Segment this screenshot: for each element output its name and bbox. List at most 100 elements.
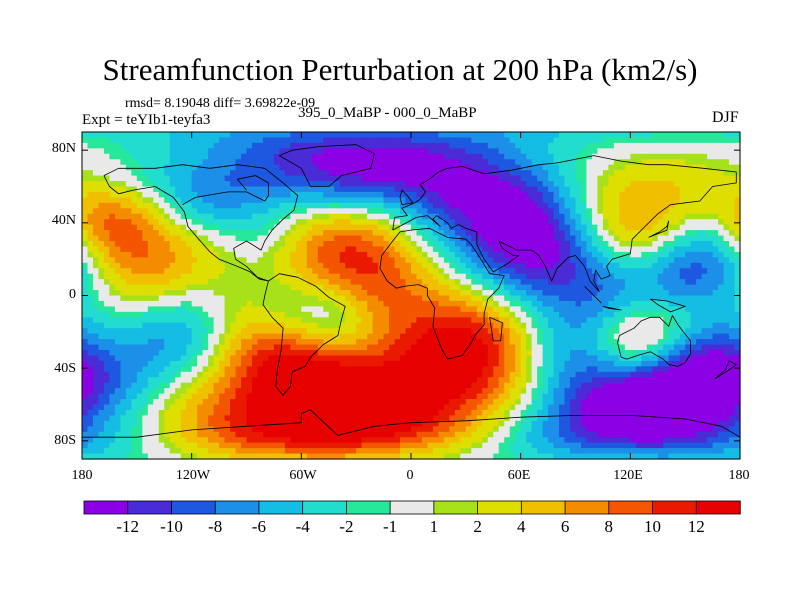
field-cell (251, 224, 259, 231)
field-cell (400, 197, 407, 204)
field-cell (454, 219, 461, 226)
field-cell (345, 153, 352, 160)
field-cell (509, 273, 516, 280)
field-cell (646, 339, 653, 346)
field-cell (570, 322, 577, 329)
field-cell (432, 142, 440, 149)
field-cell (147, 170, 154, 177)
field-cell (306, 306, 313, 313)
field-cell (482, 279, 489, 286)
field-cell (427, 350, 434, 357)
field-cell (389, 339, 396, 346)
field-cell (312, 355, 319, 362)
field-cell (520, 251, 527, 258)
field-cell (120, 197, 127, 204)
field-cell (712, 170, 719, 177)
field-cell (641, 284, 648, 291)
field-cell (98, 213, 105, 220)
field-cell (186, 333, 193, 340)
field-cell (707, 235, 714, 242)
field-cell (103, 251, 111, 258)
field-cell (361, 186, 368, 193)
field-cell (142, 279, 149, 286)
field-cell (208, 300, 215, 307)
field-cell (548, 186, 555, 193)
field-cell (339, 257, 346, 264)
field-cell (504, 230, 511, 237)
field-cell (257, 230, 264, 237)
field-cell (273, 219, 280, 226)
field-cell (427, 235, 434, 242)
field-cell (378, 181, 385, 188)
field-cell (389, 181, 396, 188)
field-cell (241, 175, 248, 182)
field-cell (652, 246, 659, 253)
field-cell (449, 268, 456, 275)
field-cell (400, 355, 407, 362)
field-cell (679, 170, 686, 177)
field-cell (712, 142, 719, 149)
field-cell (591, 311, 599, 318)
field-cell (668, 246, 675, 253)
field-cell (153, 153, 160, 160)
field-cell (427, 246, 434, 253)
field-cell (427, 241, 434, 248)
field-cell (575, 257, 582, 264)
field-cell (158, 148, 165, 155)
field-cell (646, 142, 653, 149)
field-cell (378, 197, 385, 204)
field-cell (624, 181, 631, 188)
field-cell (652, 333, 659, 340)
field-cell (92, 295, 100, 302)
field-cell (465, 153, 472, 160)
field-cell (443, 246, 450, 253)
field-cell (591, 317, 599, 324)
field-cell (685, 333, 692, 340)
field-cell (301, 257, 308, 264)
field-cell (284, 241, 291, 248)
field-cell (701, 164, 708, 171)
field-cell (268, 344, 275, 351)
field-cell (586, 268, 593, 275)
field-cell (186, 306, 193, 313)
field-cell (290, 333, 297, 340)
field-cell (301, 246, 308, 253)
field-cell (153, 175, 160, 182)
field-cell (701, 306, 708, 313)
field-cell (613, 268, 620, 275)
field-cell (334, 328, 341, 335)
field-cell (208, 142, 215, 149)
field-cell (493, 224, 500, 231)
field-cell (668, 279, 675, 286)
field-cell (202, 300, 209, 307)
field-cell (729, 246, 736, 253)
field-cell (268, 235, 275, 242)
field-cell (416, 311, 423, 318)
field-cell (356, 219, 363, 226)
field-cell (712, 230, 719, 237)
field-cell (328, 306, 335, 313)
field-cell (509, 328, 516, 335)
field-cell (718, 142, 725, 149)
field-cell (449, 257, 456, 264)
field-cell (290, 142, 297, 149)
field-cell (87, 191, 94, 198)
field-cell (663, 159, 670, 166)
field-cell (624, 235, 631, 242)
field-cell (454, 290, 461, 297)
field-cell (262, 219, 270, 226)
field-cell (411, 132, 418, 139)
field-cell (652, 279, 659, 286)
field-cell (251, 186, 259, 193)
field-cell (707, 279, 714, 286)
field-cell (531, 175, 538, 182)
field-cell (103, 197, 111, 204)
field-cell (559, 241, 566, 248)
field-cell (729, 290, 736, 297)
field-cell (602, 311, 609, 318)
field-cell (268, 246, 275, 253)
field-cell (635, 333, 642, 340)
field-cell (718, 290, 725, 297)
field-cell (197, 339, 204, 346)
field-cell (548, 284, 555, 291)
